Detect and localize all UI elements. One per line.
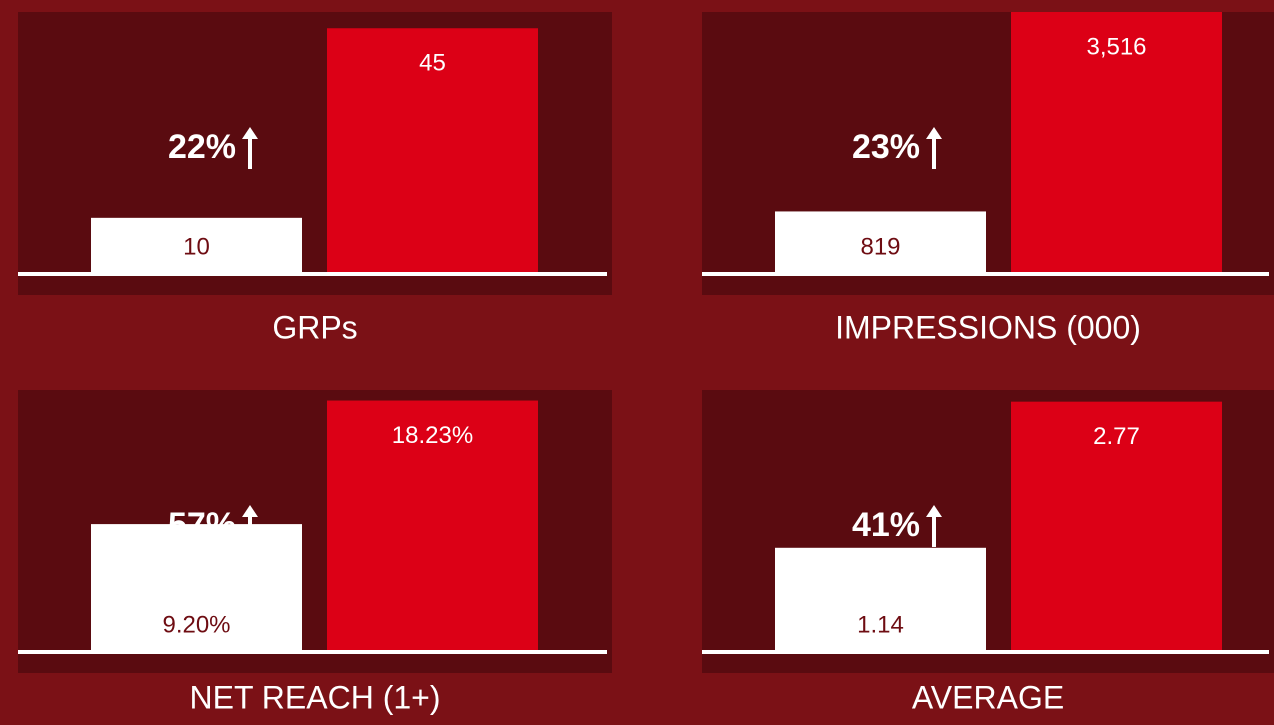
- up-arrow: [242, 505, 258, 547]
- up-arrow: [242, 127, 258, 169]
- baseline: [18, 272, 607, 276]
- bar: [775, 211, 986, 272]
- value-label: 18.23%: [392, 422, 473, 449]
- bar: [1011, 12, 1222, 272]
- value-label: 9.20%: [162, 611, 230, 638]
- change-annotation: 22%: [168, 128, 236, 166]
- chart-title: GRPs: [272, 309, 357, 345]
- up-arrow: [926, 505, 942, 547]
- bar: [1011, 401, 1222, 650]
- bar: [91, 217, 302, 272]
- bar: [775, 547, 986, 650]
- change-annotation: 57%: [168, 506, 236, 544]
- change-annotation: 41%: [852, 506, 920, 544]
- up-arrow: [926, 127, 942, 169]
- value-label: 3,516: [1086, 33, 1146, 60]
- value-label: 2.77: [1093, 423, 1140, 450]
- bar: [91, 524, 302, 650]
- chart-title: AVERAGE: [912, 679, 1064, 715]
- value-label: 1.14: [857, 611, 904, 638]
- baseline: [702, 650, 1269, 654]
- change-annotation: 23%: [852, 128, 920, 166]
- value-label: 819: [860, 233, 900, 260]
- chart-title: NET REACH (1+): [189, 679, 440, 715]
- baseline: [702, 272, 1269, 276]
- bar: [327, 28, 538, 272]
- baseline: [18, 650, 607, 654]
- value-label: 45: [419, 50, 446, 77]
- chart-title: IMPRESSIONS (000): [835, 309, 1141, 345]
- bar: [327, 400, 538, 650]
- value-label: 10: [183, 233, 210, 260]
